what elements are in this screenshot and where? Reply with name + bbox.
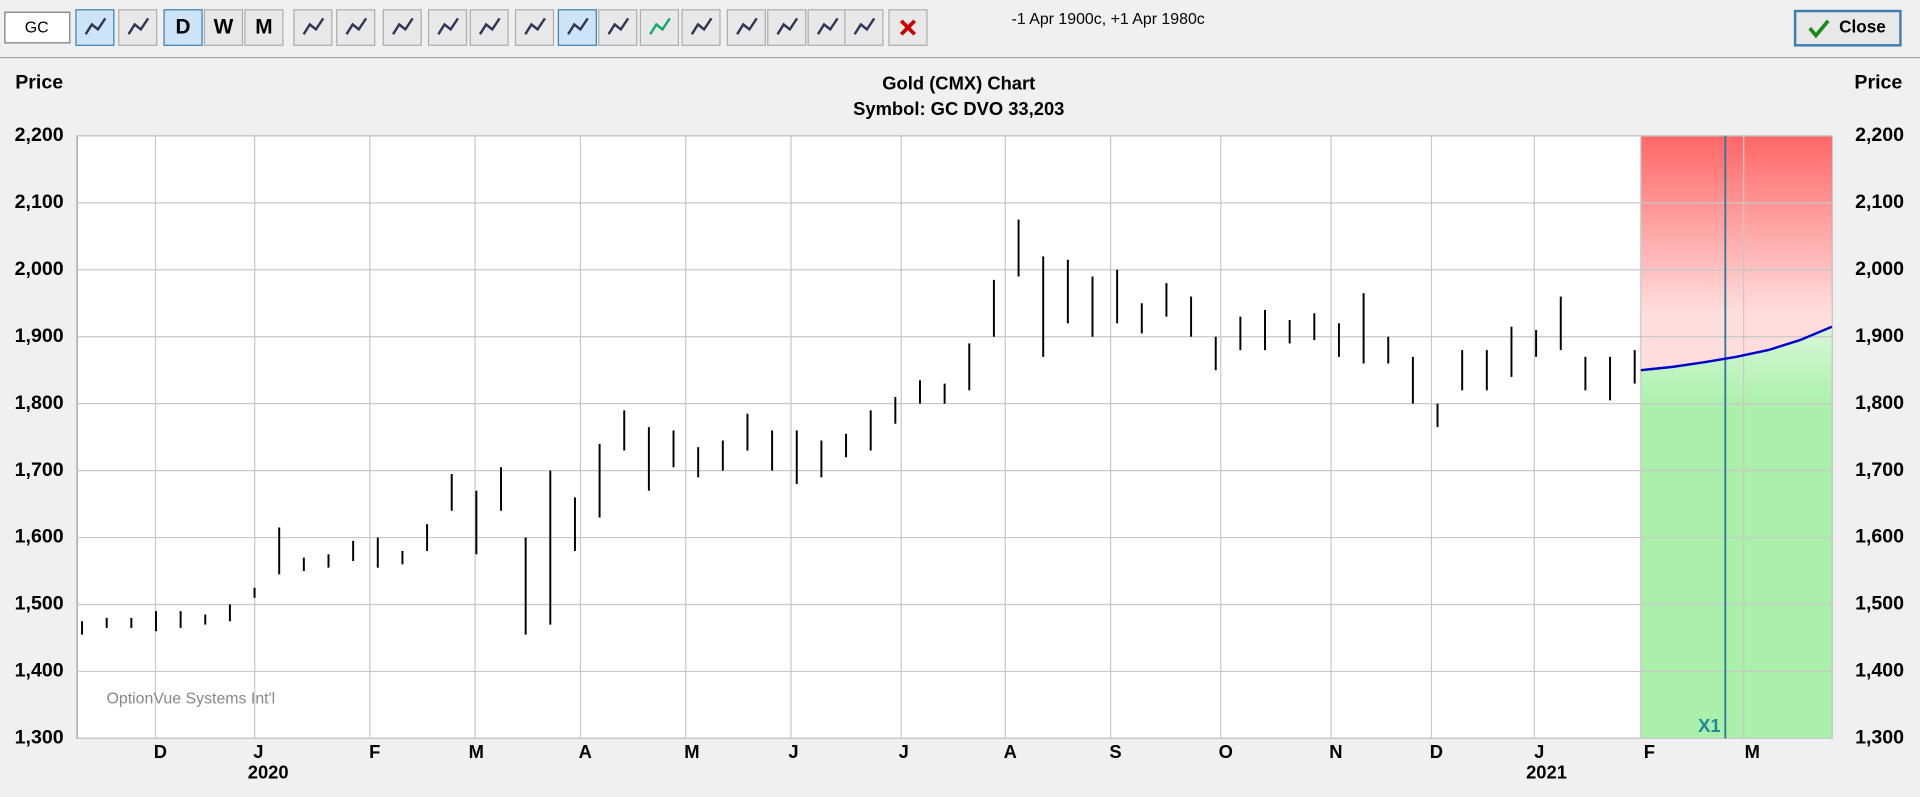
close-button[interactable] (1793, 9, 1902, 47)
month-label: F (1644, 741, 1655, 762)
tool-icon (690, 17, 713, 35)
y-axis-title: Price (15, 71, 63, 93)
month-label: J (253, 741, 263, 762)
chart-title: Gold (CMX) Chart (882, 72, 1035, 93)
symbol-text: GC (25, 19, 49, 36)
period-label: W (214, 16, 234, 39)
period-label: M (255, 16, 272, 39)
month-label: D (1430, 741, 1443, 762)
month-label: N (1329, 741, 1342, 762)
y-tick-label: 2,200 (15, 124, 64, 146)
tool-icon (607, 17, 630, 35)
tool-icon (392, 17, 414, 35)
lower-zone (1640, 326, 1832, 739)
symbol-input[interactable] (4, 11, 71, 44)
tool-icon (853, 17, 876, 35)
plot-area (76, 135, 1833, 739)
y-tick-label: 1,900 (15, 325, 64, 347)
y-tick-label: 1,500 (15, 593, 64, 615)
y-tick-label: 1,400 (15, 660, 64, 682)
toolbar (0, 0, 1920, 57)
tool-icon (567, 17, 589, 35)
y2-tick-label: 1,700 (1855, 459, 1904, 481)
tool-icon (302, 17, 325, 35)
y-tick-label: 2,100 (15, 191, 64, 213)
y2-tick-label: 2,000 (1855, 258, 1904, 280)
y-tick-label: 1,600 (15, 526, 64, 548)
tool-icon (649, 17, 671, 35)
month-label: O (1219, 741, 1233, 762)
chart-subtitle: Symbol: GC DVO 33,203 (853, 98, 1064, 119)
y-tick-label: 1,800 (15, 392, 64, 414)
month-label: S (1109, 741, 1121, 762)
tool-icon (345, 17, 368, 35)
close-label: Close (1839, 17, 1886, 37)
y2-tick-label: 1,900 (1855, 325, 1904, 347)
period-button[interactable] (244, 9, 284, 46)
y2-tick-label: 1,500 (1855, 593, 1904, 615)
y2-tick-label: 1,800 (1855, 392, 1904, 414)
tool-icon (84, 17, 107, 35)
period-label: D (176, 16, 191, 39)
month-label: J (1534, 741, 1544, 762)
y2-tick-label: 1,300 (1855, 727, 1904, 749)
tool-icon (127, 17, 150, 35)
month-label: D (154, 741, 167, 762)
y2-tick-label: 2,100 (1855, 191, 1904, 213)
check-icon (1808, 19, 1830, 39)
y-tick-label: 2,000 (15, 258, 64, 280)
year-label: 2021 (1526, 762, 1567, 783)
range-text: -1 Apr 1900c, +1 Apr 1980c (1012, 11, 1205, 28)
y2-axis-title: Price (1854, 71, 1902, 93)
upper-zone (1640, 135, 1832, 371)
month-label: F (369, 741, 380, 762)
tool-button[interactable] (469, 9, 509, 46)
y2-tick-label: 1,400 (1855, 660, 1904, 682)
marker-label: X1 (1698, 715, 1720, 736)
y2-tick-label: 2,200 (1855, 124, 1904, 146)
tool-icon (437, 17, 459, 35)
month-label: A (579, 741, 592, 762)
watermark: OptionVue Systems Int'l (107, 690, 276, 707)
projection-line (1640, 325, 1833, 372)
month-label: M (684, 741, 699, 762)
period-button[interactable] (203, 9, 244, 46)
month-label: J (788, 741, 798, 762)
y-tick-label: 1,300 (15, 727, 64, 749)
month-label: M (469, 741, 484, 762)
month-label: A (1004, 741, 1017, 762)
tool-icon (899, 19, 916, 36)
period-button[interactable] (163, 9, 203, 46)
y-tick-label: 1,700 (15, 459, 64, 481)
tool-icon (478, 17, 501, 35)
y2-tick-label: 1,600 (1855, 526, 1904, 548)
tool-icon (524, 17, 546, 35)
month-label: M (1745, 741, 1760, 762)
tool-icon (736, 17, 758, 35)
tool-icon (776, 17, 799, 35)
month-label: J (899, 741, 909, 762)
year-label: 2020 (248, 762, 289, 783)
tool-icon (816, 17, 839, 35)
